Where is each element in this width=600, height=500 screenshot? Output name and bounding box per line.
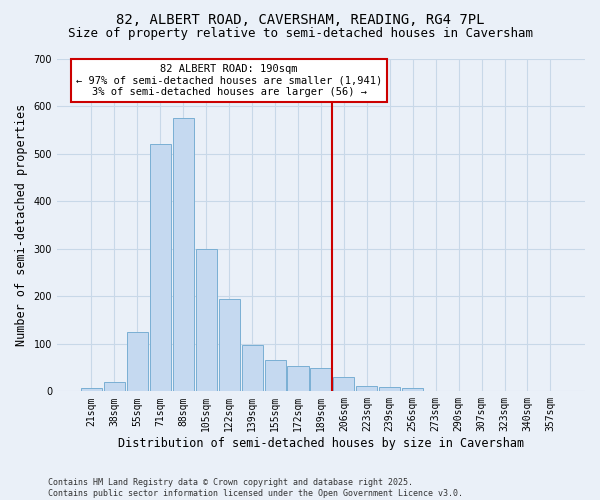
Bar: [218, 299, 240, 392]
Y-axis label: Number of semi-detached properties: Number of semi-detached properties: [15, 104, 28, 346]
Bar: [379, 386, 400, 392]
Bar: [81, 388, 102, 392]
Bar: [334, 377, 355, 392]
Text: 82, ALBERT ROAD, CAVERSHAM, READING, RG4 7PL: 82, ALBERT ROAD, CAVERSHAM, READING, RG4…: [116, 12, 484, 26]
Bar: [287, 366, 308, 392]
Text: Size of property relative to semi-detached houses in Caversham: Size of property relative to semi-detach…: [67, 28, 533, 40]
X-axis label: Distribution of semi-detached houses by size in Caversham: Distribution of semi-detached houses by …: [118, 437, 524, 450]
Bar: [310, 368, 332, 392]
Bar: [242, 346, 263, 392]
Bar: [196, 249, 217, 392]
Bar: [356, 386, 377, 392]
Bar: [104, 382, 125, 392]
Bar: [265, 360, 286, 392]
Bar: [127, 332, 148, 392]
Bar: [150, 144, 171, 392]
Bar: [402, 388, 424, 392]
Bar: [173, 118, 194, 392]
Text: Contains HM Land Registry data © Crown copyright and database right 2025.
Contai: Contains HM Land Registry data © Crown c…: [48, 478, 463, 498]
Text: 82 ALBERT ROAD: 190sqm
← 97% of semi-detached houses are smaller (1,941)
3% of s: 82 ALBERT ROAD: 190sqm ← 97% of semi-det…: [76, 64, 382, 97]
